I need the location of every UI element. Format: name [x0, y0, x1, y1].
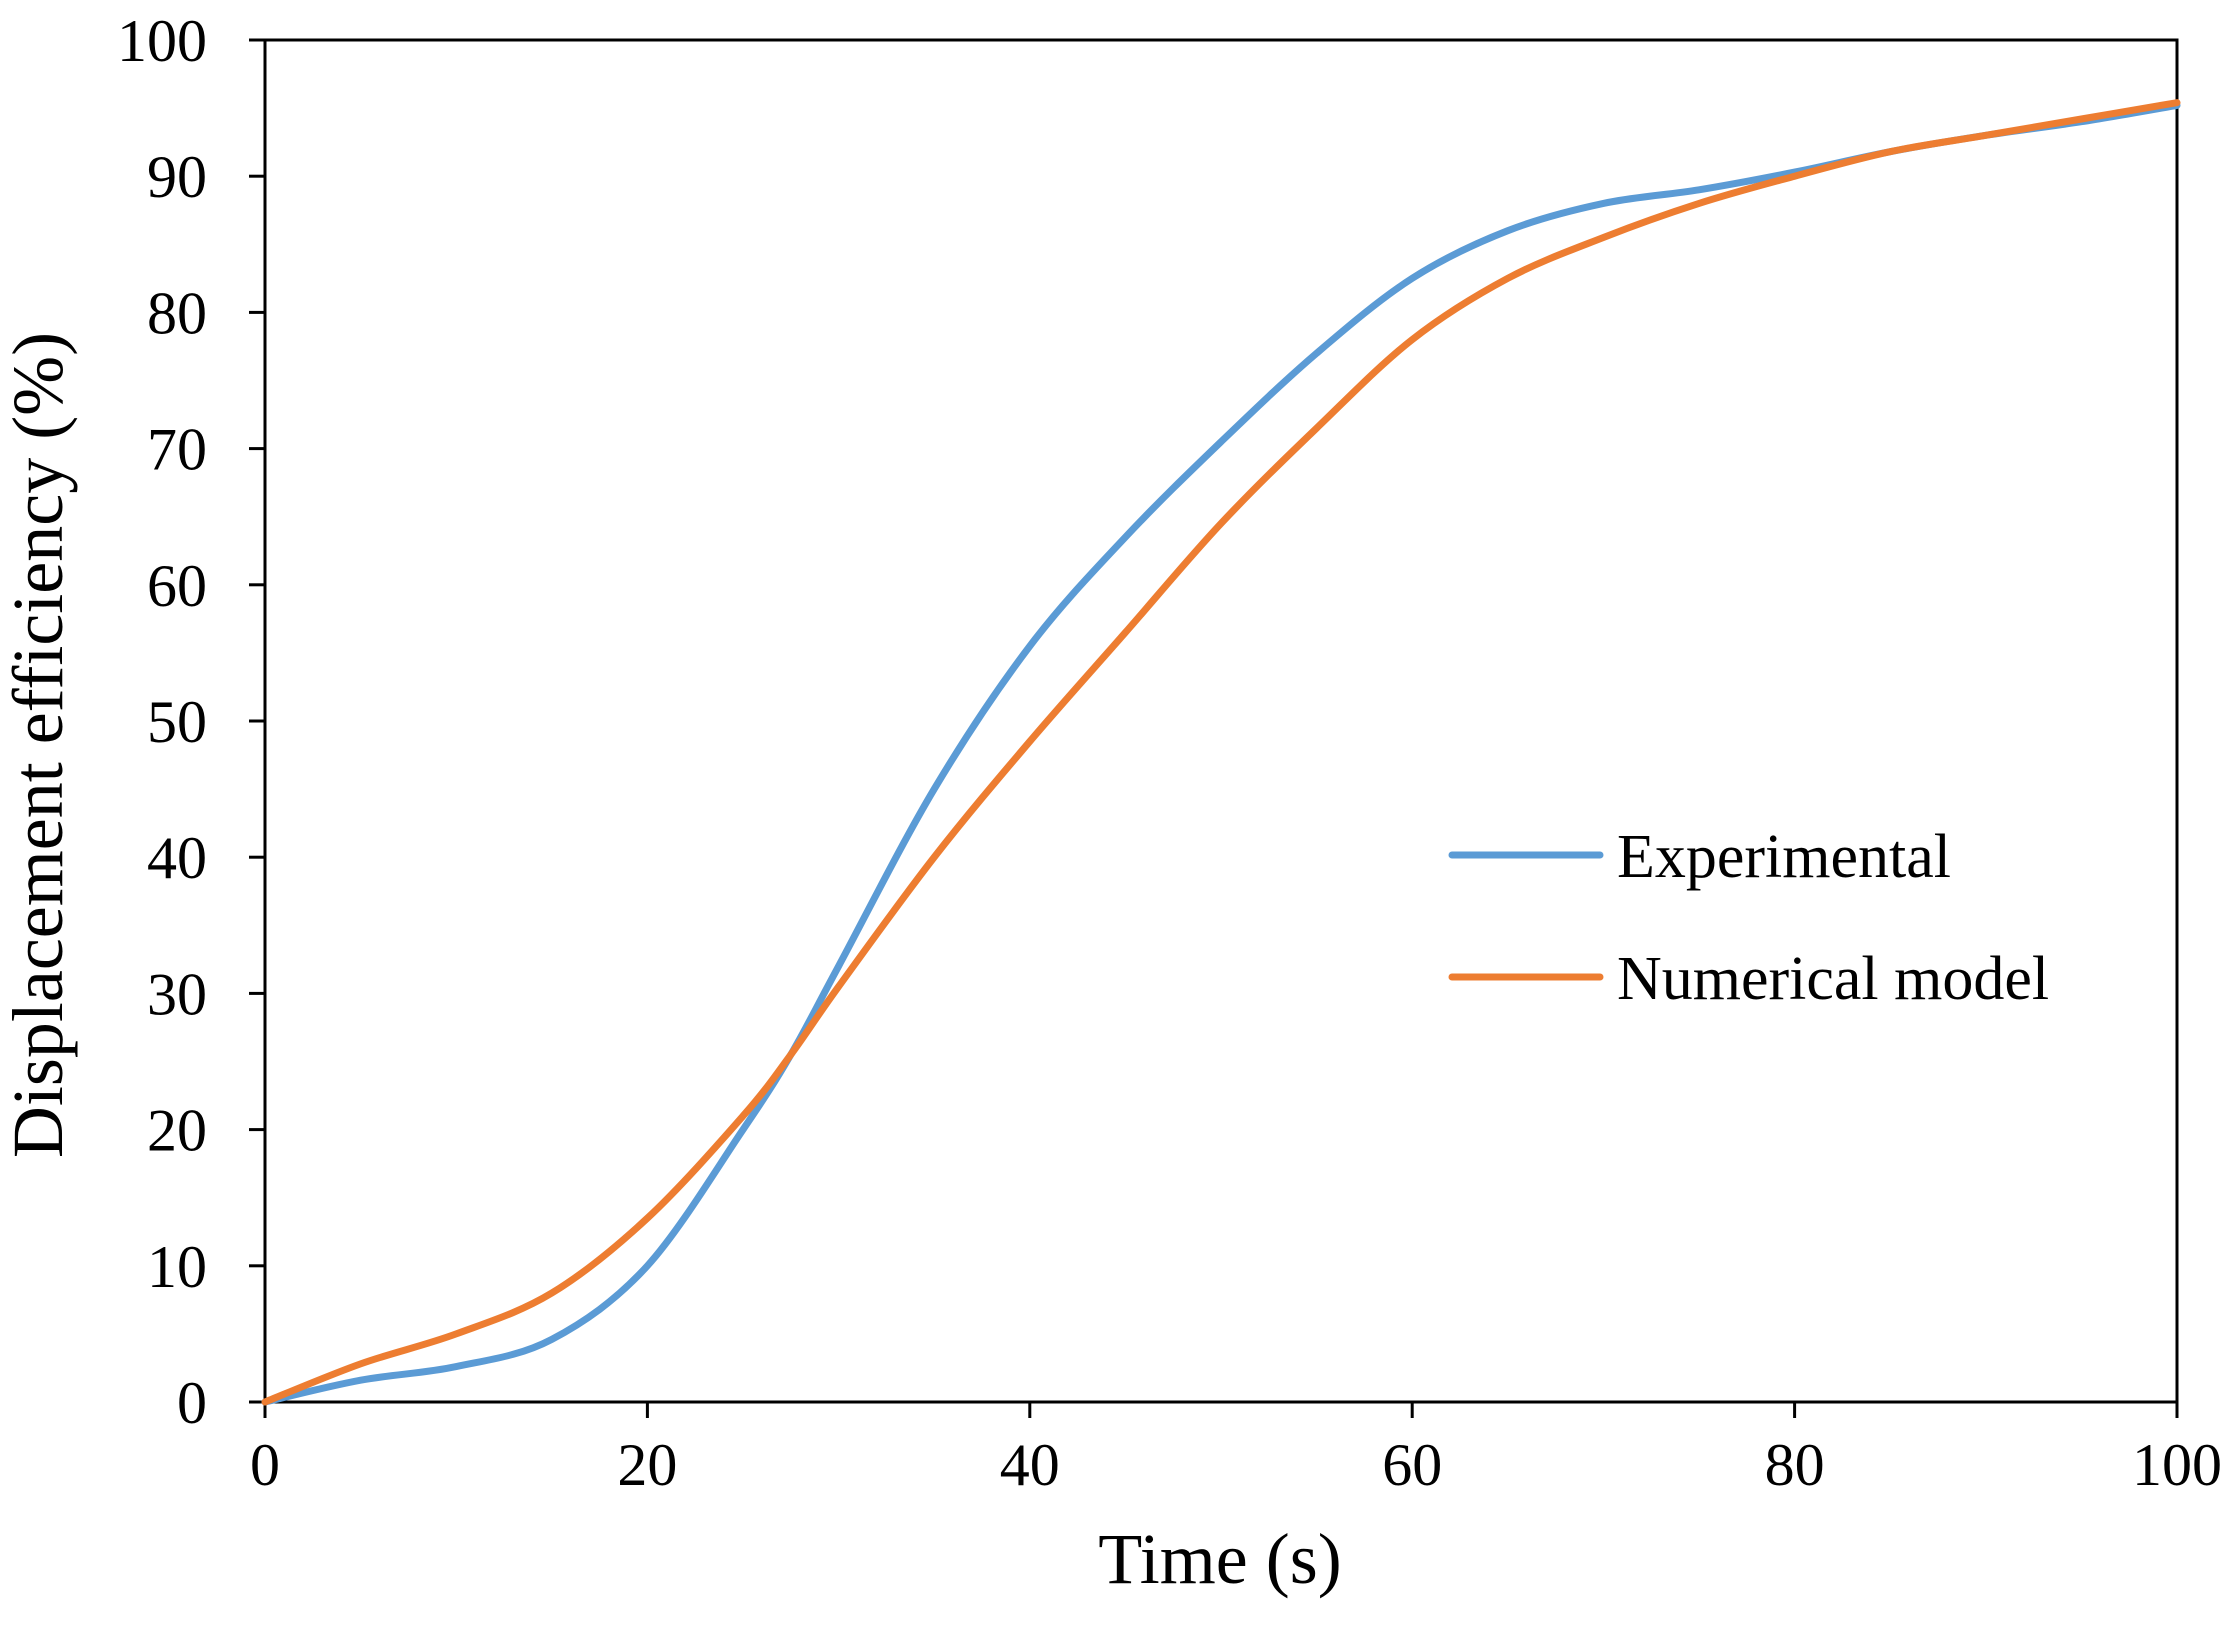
x-tick-label: 100: [2132, 1432, 2222, 1498]
legend: Experimental Numerical model: [1448, 823, 2049, 1013]
y-tick-label: 70: [147, 417, 207, 483]
y-tick-label: 40: [147, 825, 207, 891]
plot-area-border: [263, 38, 2179, 1404]
y-tick-label: 0: [177, 1370, 207, 1436]
y-tick-label: 30: [147, 961, 207, 1027]
x-axis-title: Time (s): [1098, 1519, 1341, 1599]
legend-item-experimental: Experimental: [1448, 823, 1951, 891]
series-group: [261, 99, 2181, 1406]
y-axis-title: Displacement efficiency (%): [0, 332, 78, 1158]
y-axis: 0 10 20 30 40 50 60 70 80 90 100: [117, 8, 265, 1436]
x-tick-label: 60: [1382, 1432, 1442, 1498]
legend-label: Experimental: [1617, 823, 1951, 891]
y-tick-label: 100: [117, 8, 207, 74]
legend-item-numerical-model: Numerical model: [1448, 945, 2049, 1013]
x-tick-label: 40: [1000, 1432, 1060, 1498]
y-tick-label: 20: [147, 1098, 207, 1164]
legend-label: Numerical model: [1617, 945, 2049, 1013]
x-tick-label: 20: [617, 1432, 677, 1498]
series-line-numerical-model: [261, 99, 2181, 1406]
y-tick-label: 80: [147, 280, 207, 346]
plot-frame: [263, 38, 2179, 1404]
x-axis: 0 20 40 60 80 100: [250, 1402, 2222, 1498]
y-tick-label: 50: [147, 689, 207, 755]
x-tick-label: 80: [1765, 1432, 1825, 1498]
y-tick-label: 60: [147, 553, 207, 619]
x-tick-label: 0: [250, 1432, 280, 1498]
y-tick-label: 90: [147, 144, 207, 210]
y-tick-label: 10: [147, 1234, 207, 1300]
series-line-experimental: [261, 101, 2181, 1406]
